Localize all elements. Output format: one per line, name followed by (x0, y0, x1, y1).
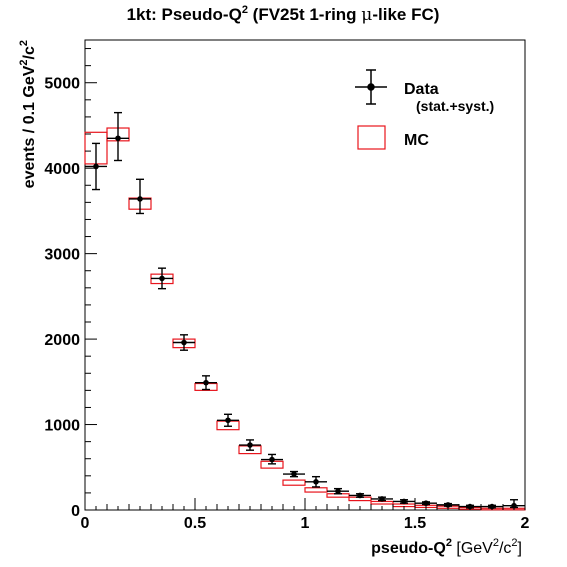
x-axis-label: pseudo-Q2 [GeV2/c2] (371, 537, 522, 557)
y-axis-label-main: events / 0.1 GeV (21, 65, 38, 188)
x-axis-units-a: [GeV (452, 540, 493, 557)
x-tick-label: 1 (301, 515, 310, 532)
data-marker (291, 471, 297, 477)
data-point (261, 453, 283, 465)
x-axis-units-b: /c (499, 540, 511, 557)
data-marker (137, 196, 143, 202)
y-tick-label: 4000 (44, 161, 80, 178)
legend-mc-marker (357, 125, 386, 150)
y-axis-label-sup1: 2 (18, 59, 30, 65)
data-point (107, 111, 129, 162)
data-point (217, 413, 239, 427)
data-marker (423, 500, 429, 506)
data-marker (115, 135, 121, 142)
y-tick-label: 5000 (44, 76, 80, 93)
data-marker (203, 379, 209, 386)
data-marker (159, 275, 165, 282)
mc-box (370, 500, 394, 505)
x-axis-label-sup: 2 (446, 537, 452, 549)
data-point (173, 334, 195, 351)
legend-data-marker (355, 69, 387, 105)
data-point (437, 502, 459, 508)
data-point (129, 178, 151, 215)
data-point (327, 487, 349, 495)
x-tick-label: 1.5 (404, 515, 426, 532)
legend-mc-label: MC (404, 132, 429, 149)
chart-title-mu: μ (361, 5, 372, 25)
mc-box (304, 487, 328, 493)
data-point (239, 439, 261, 451)
x-axis-units-sup2: 2 (511, 537, 517, 549)
data-point (85, 142, 107, 191)
x-tick-label: 0.5 (184, 515, 206, 532)
chart-title-suffix-a: (FV25t 1-ring (248, 5, 361, 24)
mc-boxes (84, 127, 526, 511)
data-marker (269, 456, 275, 463)
axes: 0 0.5 1 1.5 2 0 1000 2000 3000 4000 5000 (44, 48, 530, 532)
data-point (305, 475, 327, 488)
data-point (151, 267, 173, 290)
chart-title-main: 1kt: Pseudo-Q (127, 5, 242, 24)
chart-title-sup: 2 (242, 4, 248, 16)
legend: Data (stat.+syst.) MC (355, 69, 494, 150)
x-axis-units-c: ] (518, 540, 522, 557)
y-axis-label: events / 0.1 GeV2/c2 (18, 40, 38, 188)
x-axis-label-main: pseudo-Q (371, 540, 446, 557)
data-marker (335, 488, 341, 495)
legend-data-sublabel: (stat.+syst.) (416, 98, 494, 114)
data-marker (357, 492, 363, 499)
y-tick-label: 3000 (44, 247, 80, 264)
data-marker (401, 498, 407, 505)
data-marker (379, 496, 385, 502)
data-point (195, 375, 217, 391)
data-marker (511, 502, 517, 509)
data-point (371, 496, 393, 502)
chart-title-suffix-b: -like FC) (372, 5, 439, 24)
data-marker (225, 417, 231, 424)
legend-data-label: Data (404, 81, 439, 98)
x-axis-units-sup1: 2 (493, 537, 499, 549)
y-tick-label: 2000 (44, 332, 80, 349)
y-axis-label-mid: /c (21, 46, 38, 59)
x-tick-label: 2 (521, 515, 530, 532)
data-points (85, 111, 525, 510)
data-point (415, 500, 437, 506)
y-axis-label-sup2: 2 (18, 40, 30, 46)
mc-box (282, 479, 306, 486)
x-tick-label: 0 (81, 515, 90, 532)
y-tick-label: 0 (71, 503, 80, 520)
data-point (349, 492, 371, 499)
data-marker (445, 502, 451, 508)
data-point (393, 498, 415, 505)
y-tick-label: 1000 (44, 418, 80, 435)
data-point (283, 470, 305, 478)
data-point (503, 499, 525, 509)
data-marker (181, 339, 187, 346)
chart-title: 1kt: Pseudo-Q2 (FV25t 1-ring μ-like FC) (127, 4, 440, 25)
data-marker (247, 442, 253, 448)
data-marker (313, 479, 319, 485)
